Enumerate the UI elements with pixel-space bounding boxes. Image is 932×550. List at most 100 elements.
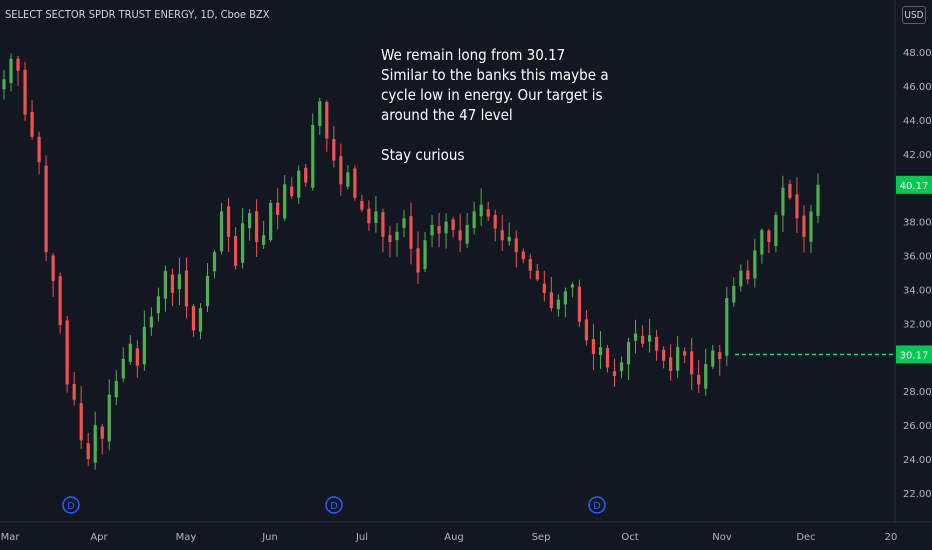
time-axis[interactable]: Mar Apr May Jun Jul Aug Sep Oct Nov Dec 20: [1, 532, 898, 543]
dividend-marker-icon: [588, 496, 606, 514]
candle-body: [458, 230, 462, 241]
candle-body: [128, 343, 132, 362]
last-price-label: 40.17: [900, 181, 929, 192]
candle-body: [486, 209, 490, 217]
candle-body: [535, 270, 539, 280]
candles-layer: [2, 53, 820, 470]
price-tick-label: 36.00: [903, 252, 932, 263]
price-tick-label: 46.00: [903, 82, 932, 93]
candle-body: [93, 425, 97, 463]
price-labels: 40.17 30.17: [896, 175, 932, 364]
candle-body: [655, 336, 659, 351]
candle-body: [269, 202, 273, 240]
candle-body: [409, 216, 413, 249]
candle-body: [233, 235, 238, 266]
candle-body: [100, 426, 104, 439]
candle-body: [612, 371, 617, 376]
candle-body: [367, 208, 371, 224]
annotation-line: cycle low in energy. Our target is: [381, 86, 603, 104]
candle-body: [542, 283, 546, 293]
candle-body: [360, 201, 364, 210]
candle-body: [472, 211, 476, 229]
candle-body: [304, 167, 308, 183]
time-tick-label: Jul: [355, 532, 368, 543]
candle-body: [718, 352, 722, 360]
candle-body: [669, 357, 673, 371]
time-tick-label: Aug: [444, 532, 464, 543]
currency-button[interactable]: USD: [902, 6, 926, 24]
candle-body: [563, 291, 567, 305]
candle-body: [465, 225, 469, 244]
price-tick-label: 38.00: [903, 218, 932, 229]
candle-body: [619, 362, 624, 372]
price-tick-label: 44.00: [903, 116, 932, 127]
candle-body: [500, 230, 504, 241]
candle-body: [170, 274, 175, 293]
time-tick-label: Mar: [1, 532, 21, 543]
candle-body: [697, 374, 701, 385]
candle-body: [353, 168, 357, 198]
candle-body: [816, 184, 820, 216]
candle-body: [732, 286, 736, 303]
dividend-marker-icon: [62, 496, 80, 514]
candle-body: [72, 383, 76, 400]
candle-body: [16, 58, 20, 71]
dividend-marker-label: D: [67, 501, 75, 512]
candle-body: [65, 320, 69, 385]
annotation-spacer: [381, 125, 609, 145]
price-tick-label: 24.00: [903, 455, 932, 466]
candle-body: [577, 286, 582, 322]
price-tick-label: 34.00: [903, 285, 932, 296]
candle-body: [79, 403, 83, 441]
candle-body: [626, 342, 631, 365]
candle-body: [451, 219, 455, 231]
candle-body: [725, 297, 729, 356]
candle-body: [156, 296, 160, 314]
candle-body: [704, 364, 708, 389]
candle-body: [507, 236, 511, 242]
candle-body: [283, 184, 287, 219]
candle-body: [549, 292, 553, 309]
candle-body: [633, 333, 638, 341]
annotation-line: around the 47 level: [381, 106, 513, 124]
dividend-marker-icon: [325, 496, 343, 514]
symbol-title[interactable]: SELECT SECTOR SPDR TRUST ENERGY, 1D, Cbo…: [5, 8, 270, 21]
candle-body: [388, 235, 392, 242]
price-tick-label: 42.00: [903, 150, 932, 161]
candle-body: [514, 238, 518, 253]
candle-body: [788, 183, 792, 198]
candle-body: [676, 347, 680, 371]
candle-body: [212, 252, 217, 272]
candle-body: [416, 248, 420, 273]
candle-body: [184, 270, 189, 307]
candle-body: [521, 251, 525, 259]
candle-body: [107, 394, 111, 442]
candle-body: [556, 299, 560, 310]
candle-body: [662, 349, 666, 361]
candle-body: [395, 231, 399, 241]
candle-body: [255, 211, 259, 242]
candle-body: [262, 235, 266, 245]
candle-body: [374, 211, 378, 223]
candle-body: [739, 270, 743, 287]
chart-annotation[interactable]: We remain long from 30.17 Similar to the…: [381, 45, 609, 165]
candle-body: [142, 326, 146, 365]
candle-body: [9, 58, 13, 84]
candle-body: [683, 351, 687, 356]
candle-body: [346, 172, 350, 187]
candle-body: [37, 136, 41, 163]
candle-body: [339, 156, 343, 185]
candle-body: [332, 138, 336, 161]
candle-body: [605, 348, 610, 368]
candle-body: [163, 270, 167, 299]
time-tick-label: Nov: [712, 532, 732, 543]
time-tick-label: Sep: [532, 532, 551, 543]
candle-body: [226, 206, 231, 237]
candle-body: [493, 214, 497, 229]
candle-body: [135, 348, 139, 366]
dividend-marker-label: D: [593, 501, 601, 512]
candle-body: [311, 124, 315, 188]
annotation-line: Stay curious: [381, 146, 465, 164]
